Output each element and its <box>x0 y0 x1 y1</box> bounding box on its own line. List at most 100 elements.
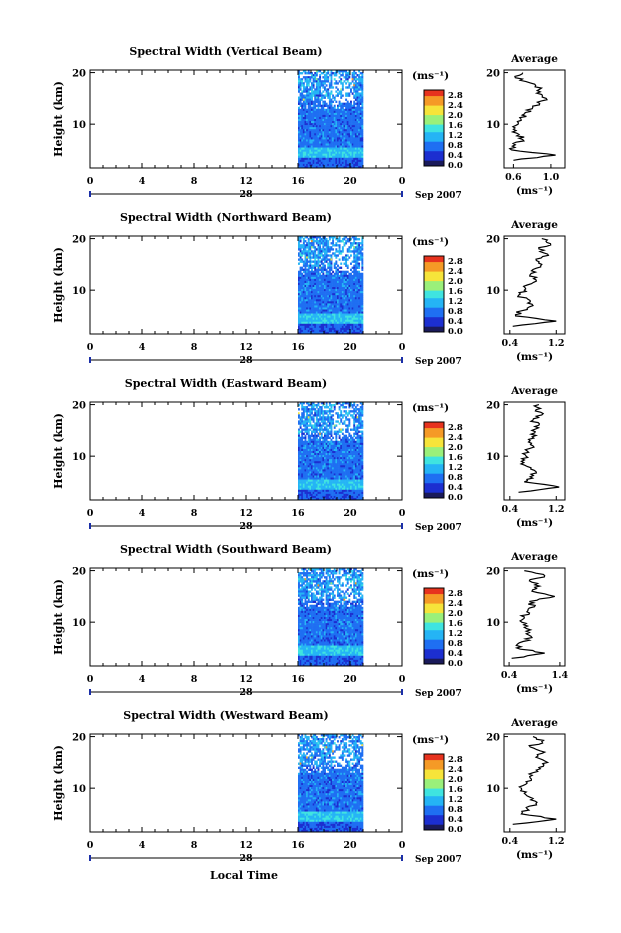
heatmap-cell <box>347 254 349 256</box>
heatmap-cell <box>316 431 318 433</box>
date-month-year-label: Sep 2007 <box>415 357 462 367</box>
heatmap-cell <box>361 324 363 326</box>
heatmap-cell <box>361 139 363 141</box>
colorbar-unit: (ms⁻¹) <box>412 236 449 248</box>
heatmap-cell <box>361 310 363 312</box>
heatmap-cell <box>353 105 355 107</box>
heatmap-cell <box>306 412 308 414</box>
heatmap-cell <box>301 78 303 80</box>
heatmap-cell <box>347 80 349 82</box>
heatmap-cell <box>334 265 336 267</box>
heatmap-cell <box>301 435 303 437</box>
heatmap-cell <box>347 265 349 267</box>
heatmap-cell <box>355 406 357 408</box>
heatmap-cell <box>324 420 326 422</box>
heatmap-cell <box>355 76 357 78</box>
colorbar-tick-label: 1.6 <box>448 287 463 297</box>
heatmap-cell <box>308 84 310 86</box>
heatmap-cell <box>334 427 336 429</box>
heatmap-cell <box>340 420 342 422</box>
profile-frame <box>504 236 565 334</box>
heatmap-cell <box>353 422 355 424</box>
heatmap-cell <box>361 455 363 457</box>
heatmap-cell <box>331 408 333 410</box>
y-tick-label: 20 <box>72 235 86 246</box>
heatmap-cell <box>316 238 318 240</box>
heatmap-cell <box>301 72 303 74</box>
heatmap-cell <box>326 422 328 424</box>
panel-2: Spectral Width (Northward Beam)2010Heigh… <box>52 211 565 367</box>
heatmap <box>298 236 363 334</box>
heatmap-cell <box>355 414 357 416</box>
heatmap-cell <box>332 271 334 273</box>
colorbar-tick-label: 1.6 <box>448 121 463 131</box>
heatmap-cell <box>339 248 341 250</box>
heatmap-cell <box>361 113 363 115</box>
heatmap-cell <box>318 263 320 265</box>
heatmap-cell <box>361 293 363 295</box>
heatmap-cell <box>309 437 311 439</box>
heatmap-cell <box>339 437 341 439</box>
heatmap-cell <box>324 82 326 84</box>
profile-x-tick-label: 1.0 <box>543 172 560 183</box>
x-tick-label: 16 <box>291 342 305 353</box>
heatmap-cell <box>318 107 320 109</box>
heatmap-cell <box>303 414 305 416</box>
heatmap-cell <box>339 406 341 408</box>
heatmap-cell <box>319 273 321 275</box>
x-tick-label: 8 <box>191 342 198 353</box>
heatmap-cell <box>352 406 354 408</box>
heatmap-cell <box>314 103 316 105</box>
x-tick-label: 4 <box>139 176 146 187</box>
heatmap-cell <box>311 269 313 271</box>
y-tick-label: 20 <box>72 69 86 80</box>
heatmap-cell <box>337 420 339 422</box>
heatmap-cell <box>339 238 341 240</box>
heatmap-cell <box>311 99 313 101</box>
heatmap-cell <box>335 242 337 244</box>
heatmap-cell <box>340 88 342 90</box>
heatmap-cell <box>314 433 316 435</box>
heatmap-cell <box>361 312 363 314</box>
heatmap-cell <box>339 244 341 246</box>
x-tick-label: 20 <box>343 342 357 353</box>
heatmap-cell <box>324 101 326 103</box>
heatmap-cell <box>327 78 329 80</box>
heatmap-cell <box>361 150 363 152</box>
heatmap-cell <box>298 435 300 437</box>
heatmap-cell <box>361 463 363 465</box>
profile-x-label: (ms⁻¹) <box>516 351 553 363</box>
heatmap-cell <box>301 80 303 82</box>
profile-x-tick-label: 0.4 <box>502 338 519 349</box>
heatmap-cell <box>348 422 350 424</box>
heatmap-cell <box>300 424 302 426</box>
heatmap-cell <box>361 297 363 299</box>
heatmap-cell <box>344 238 346 240</box>
heatmap-cell <box>303 99 305 101</box>
heatmap-cell <box>360 418 362 420</box>
x-tick-label: 12 <box>239 176 252 187</box>
colorbar-tick-label: 0.8 <box>448 141 463 151</box>
heatmap-cell <box>352 78 354 80</box>
heatmap-cell <box>361 267 363 269</box>
heatmap-cell <box>331 406 333 408</box>
heatmap-cell <box>326 412 328 414</box>
heatmap-cell <box>335 424 337 426</box>
heatmap-cell <box>311 412 313 414</box>
heatmap-cell <box>331 105 333 107</box>
heatmap-cell <box>301 92 303 94</box>
heatmap-cell <box>355 410 357 412</box>
heatmap-cell <box>361 80 363 82</box>
heatmap-cell <box>327 240 329 242</box>
heatmap-cell <box>331 256 333 258</box>
date-day-label: 28 <box>239 355 253 366</box>
heatmap-cell <box>318 420 320 422</box>
heatmap-cell <box>345 416 347 418</box>
heatmap-cell <box>319 101 321 103</box>
heatmap-cell <box>361 424 363 426</box>
heatmap-cell <box>342 404 344 406</box>
heatmap-cell <box>352 437 354 439</box>
heatmap-cell <box>301 273 303 275</box>
